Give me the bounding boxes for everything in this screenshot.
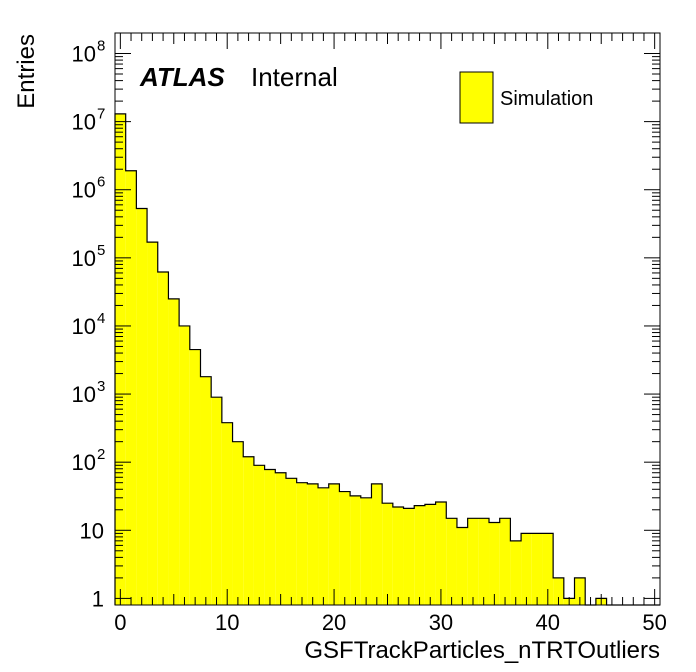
y-tick-label: 10 bbox=[72, 110, 96, 135]
y-tick-exponent: 5 bbox=[97, 242, 105, 259]
histogram-bar bbox=[189, 349, 201, 605]
legend-swatch bbox=[459, 71, 494, 124]
histogram-bar bbox=[542, 533, 554, 605]
axis-ticks bbox=[115, 32, 660, 605]
histogram-bar bbox=[275, 472, 286, 605]
histogram-bar bbox=[125, 170, 137, 606]
x-tick-labels: 0 10 20 30 40 50 bbox=[114, 610, 667, 635]
internal-label: Internal bbox=[251, 62, 338, 92]
histogram-bar bbox=[328, 483, 340, 605]
y-tick-label: 10 bbox=[72, 42, 96, 67]
histogram-bar bbox=[553, 577, 564, 605]
y-tick-label: 10 bbox=[72, 314, 96, 339]
histogram-bar bbox=[382, 503, 393, 605]
y-tick-label: 1 bbox=[92, 586, 104, 611]
histogram-bar bbox=[510, 540, 522, 605]
x-tick-label: 20 bbox=[322, 610, 346, 635]
histogram-bar bbox=[157, 271, 169, 605]
histogram-bar bbox=[478, 518, 490, 605]
y-tick-label: 10 bbox=[72, 246, 96, 271]
x-axis-title: GSFTrackParticles_nTRTOutliers bbox=[304, 637, 660, 664]
histogram-bar bbox=[403, 508, 415, 605]
histogram-bar bbox=[489, 522, 500, 605]
y-tick-exponent: 2 bbox=[97, 446, 105, 463]
histogram-bar bbox=[253, 465, 265, 605]
y-tick-label: 10 bbox=[72, 450, 96, 475]
y-tick-exponent: 3 bbox=[97, 378, 105, 395]
y-axis-title: Entries bbox=[13, 34, 40, 109]
y-tick-exponent: 7 bbox=[97, 106, 105, 123]
histogram-bar bbox=[467, 518, 479, 605]
x-tick-label: 0 bbox=[114, 610, 126, 635]
x-tick-label: 30 bbox=[429, 610, 453, 635]
histogram-bar bbox=[296, 482, 308, 605]
histogram-bar bbox=[446, 518, 457, 605]
histogram-bar bbox=[136, 208, 148, 605]
histogram-bar bbox=[339, 491, 351, 605]
histogram-bar bbox=[456, 527, 468, 605]
histogram-bar bbox=[350, 495, 361, 605]
histogram-bar bbox=[168, 298, 180, 605]
y-tick-exponent: 4 bbox=[97, 310, 105, 327]
histogram-bar bbox=[392, 506, 404, 605]
histogram-bar bbox=[531, 533, 543, 605]
histogram-bar bbox=[521, 533, 532, 605]
histogram-bars bbox=[114, 113, 660, 606]
histogram-bar bbox=[435, 502, 447, 605]
y-tick-exponent: 8 bbox=[97, 38, 105, 55]
legend-label: Simulation bbox=[500, 88, 593, 110]
y-tick-label: 10 bbox=[72, 178, 96, 203]
histogram-bar bbox=[371, 483, 383, 605]
x-tick-label: 40 bbox=[536, 610, 560, 635]
histogram-bar bbox=[360, 497, 372, 605]
y-tick-label: 10 bbox=[72, 382, 96, 407]
x-tick-label: 10 bbox=[215, 610, 239, 635]
histogram-bar bbox=[211, 397, 222, 605]
y-tick-label: 10 bbox=[80, 518, 104, 543]
y-tick-exponent: 6 bbox=[97, 174, 105, 191]
histogram-bar bbox=[414, 505, 425, 605]
atlas-label: ATLAS bbox=[139, 62, 225, 92]
histogram-bar bbox=[424, 504, 436, 605]
legend: Simulation bbox=[459, 71, 593, 124]
histogram-bar bbox=[318, 487, 329, 605]
histogram-bar bbox=[232, 441, 244, 605]
histogram-bar bbox=[221, 422, 233, 605]
histogram-bar bbox=[147, 242, 158, 605]
histogram-bar bbox=[307, 483, 319, 605]
histogram-bar bbox=[243, 456, 254, 605]
histogram-bar bbox=[285, 478, 297, 605]
histogram-bar bbox=[264, 469, 276, 605]
histogram-bar bbox=[200, 376, 212, 605]
histogram-bar bbox=[574, 577, 586, 605]
histogram-outline bbox=[114, 113, 660, 606]
histogram-bar bbox=[499, 518, 511, 605]
x-tick-label: 50 bbox=[642, 610, 666, 635]
histogram-bar bbox=[179, 325, 190, 605]
histogram-bar bbox=[115, 113, 126, 606]
